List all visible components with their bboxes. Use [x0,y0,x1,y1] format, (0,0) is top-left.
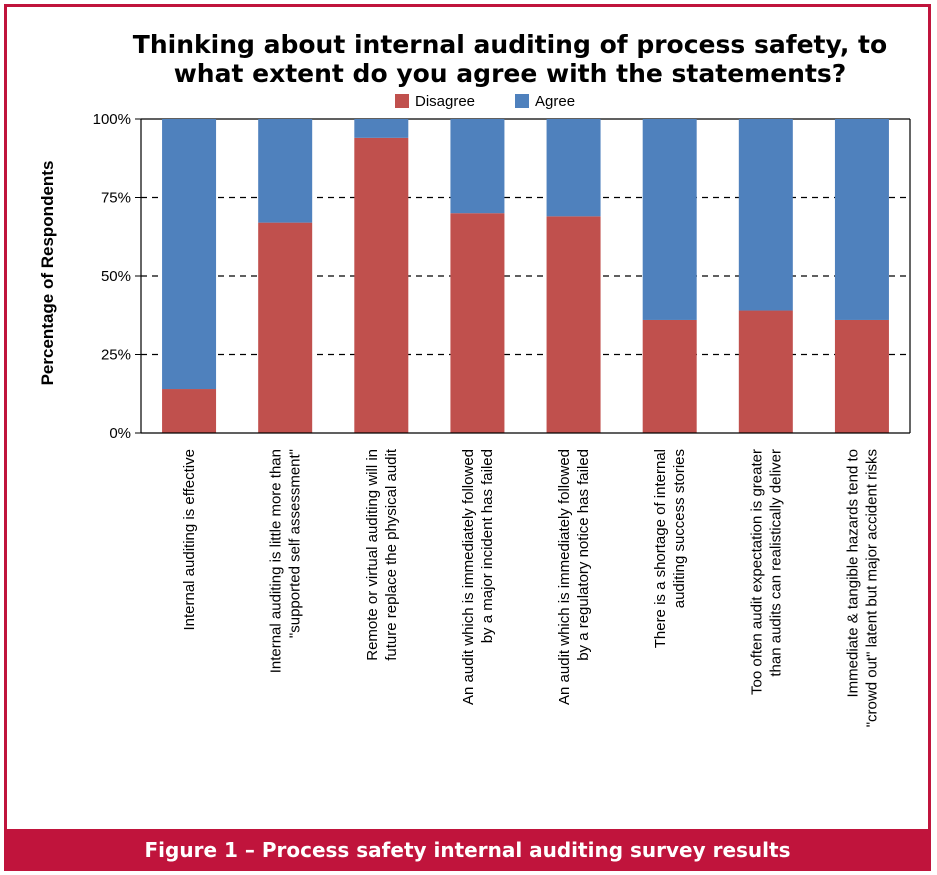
legend-swatch-agree [515,94,530,108]
x-category-label-line: Too often audit expectation is greater [748,449,765,695]
legend-item-disagree: Disagree [395,93,475,110]
y-tick-label: 25% [101,347,131,364]
bar-disagree-2 [258,222,313,433]
x-category-label: An audit which is immediately followed by… [460,449,496,705]
x-category-label: Remote or virtual auditing will in future… [364,448,400,661]
x-category-label-line: than audits can realistically deliver [767,449,784,677]
x-category-label-line: "crowd out" latent but major accident ri… [863,449,880,727]
chart-title: Thinking about internal auditing of proc… [100,30,920,88]
x-category-label-line: future replace the physical audit [383,448,400,661]
chart-title-line-2: what extent do you agree with the statem… [173,59,847,88]
x-category-label: Immediate & tangible hazards tend to "cro… [844,449,880,727]
x-category-label: Internal auditing is little more than "su… [268,449,304,673]
x-category-label: An audit which is immediately followed by… [556,449,592,705]
bar-agree-3 [354,119,409,138]
x-category-label-line: There is a shortage of internal [652,449,669,648]
x-category-label: There is a shortage of internal auditing … [652,449,688,648]
legend-item-agree: Agree [515,93,575,110]
bar-agree-1 [162,119,217,390]
bar-disagree-6 [642,319,697,433]
bar-agree-2 [258,119,313,223]
chart-title-line-1: Thinking about internal auditing of proc… [132,30,888,59]
y-tick-label: 75% [101,190,131,207]
bar-agree-4 [450,119,505,214]
x-category-label-line: by a regulatory notice has failed [575,449,592,661]
x-category-label-line: Remote or virtual auditing will in [364,449,381,661]
chart-legend: Disagree Agree [395,90,615,112]
bar-disagree-8 [834,319,889,433]
y-tick-label: 50% [101,268,131,285]
bar-disagree-3 [354,137,409,433]
bar-agree-5 [546,119,601,217]
y-tick-label: 0% [109,425,131,442]
bar-disagree-1 [162,389,217,433]
bar-disagree-5 [546,216,601,433]
bar-disagree-4 [450,213,505,433]
bar-agree-7 [738,119,793,311]
figure-caption: Figure 1 – Process safety internal audit… [4,829,931,871]
x-category-label-line: "supported self assessment" [287,449,304,638]
legend-swatch-disagree [395,94,409,108]
bar-disagree-7 [738,310,793,433]
x-category-label-line: Internal auditing is little more than [268,449,285,673]
x-category-label-line: An audit which is immediately followed [556,449,573,705]
x-category-label: Too often audit expectation is greater th… [748,449,784,695]
legend-label-disagree: Disagree [415,92,476,110]
bar-agree-6 [642,119,697,320]
y-tick-label: 100% [93,111,131,128]
x-category-label-line: by a major incident has failed [479,449,496,643]
legend-label-agree: Agree [535,92,576,110]
x-category-label-line: Immediate & tangible hazards tend to [844,449,861,697]
x-category-label-line: auditing success stories [671,449,688,608]
x-category-label-line: Internal auditing is effective [181,449,198,631]
x-category-label: Internal auditing is effective [181,449,198,631]
bar-agree-8 [834,119,889,320]
x-category-label-line: An audit which is immediately followed [460,449,477,705]
